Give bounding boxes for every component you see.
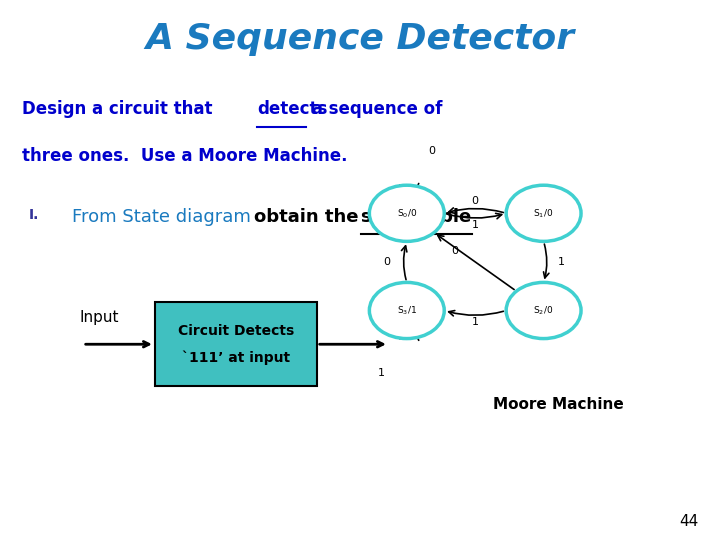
Text: detects: detects <box>257 100 328 118</box>
Circle shape <box>506 282 581 339</box>
Circle shape <box>506 185 581 241</box>
Text: `111’ at input: `111’ at input <box>181 350 290 365</box>
Text: 1: 1 <box>558 257 565 267</box>
Text: Design a circuit that: Design a circuit that <box>22 100 218 118</box>
Text: 1: 1 <box>378 368 385 379</box>
Text: 0: 0 <box>451 246 459 256</box>
Text: state table: state table <box>361 208 471 226</box>
Circle shape <box>369 282 444 339</box>
Text: 0: 0 <box>383 257 390 267</box>
Text: 0: 0 <box>428 145 436 156</box>
Text: I.: I. <box>29 208 39 222</box>
Text: 1: 1 <box>472 220 479 230</box>
Text: three ones.  Use a Moore Machine.: three ones. Use a Moore Machine. <box>22 147 347 165</box>
Text: S$_1$/0: S$_1$/0 <box>534 207 554 220</box>
FancyBboxPatch shape <box>155 302 317 386</box>
Text: From State diagram: From State diagram <box>72 208 256 226</box>
Text: 0: 0 <box>472 197 479 206</box>
Text: obtain the: obtain the <box>254 208 365 226</box>
Text: Circuit Detects: Circuit Detects <box>178 324 294 338</box>
Text: Output: Output <box>389 310 442 325</box>
Text: 44: 44 <box>679 514 698 529</box>
Text: S$_3$/1: S$_3$/1 <box>397 304 417 317</box>
Text: S$_2$/0: S$_2$/0 <box>534 304 554 317</box>
Text: a sequence of: a sequence of <box>306 100 442 118</box>
Text: Input: Input <box>79 310 119 325</box>
Text: S$_0$/0: S$_0$/0 <box>397 207 417 220</box>
Text: Moore Machine: Moore Machine <box>492 397 624 412</box>
Text: A Sequence Detector: A Sequence Detector <box>145 22 575 56</box>
Circle shape <box>369 185 444 241</box>
Text: 1: 1 <box>472 318 479 327</box>
